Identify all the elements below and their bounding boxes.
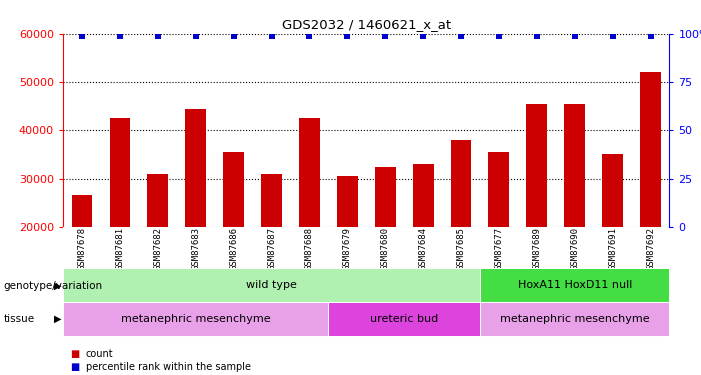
Text: tissue: tissue: [4, 314, 34, 324]
Text: ■: ■: [70, 362, 79, 372]
Text: metanephric mesenchyme: metanephric mesenchyme: [500, 314, 650, 324]
Bar: [602, 154, 623, 227]
Bar: [261, 174, 282, 227]
Bar: [480, 268, 669, 302]
Bar: [299, 118, 320, 227]
Bar: [72, 195, 93, 227]
Text: ureteric bud: ureteric bud: [370, 314, 438, 324]
Bar: [451, 140, 472, 227]
Text: GSM87689: GSM87689: [532, 227, 541, 270]
Text: HoxA11 HoxD11 null: HoxA11 HoxD11 null: [517, 280, 632, 290]
Text: genotype/variation: genotype/variation: [4, 281, 102, 291]
Bar: [489, 152, 510, 227]
Text: GSM87684: GSM87684: [418, 227, 428, 270]
Bar: [185, 109, 206, 227]
Bar: [480, 302, 669, 336]
Bar: [63, 268, 480, 302]
Bar: [109, 118, 130, 227]
Text: GSM87691: GSM87691: [608, 227, 617, 270]
Text: GSM87686: GSM87686: [229, 227, 238, 270]
Text: GSM87679: GSM87679: [343, 227, 352, 270]
Text: GSM87685: GSM87685: [456, 227, 465, 270]
Bar: [328, 302, 480, 336]
Text: GSM87677: GSM87677: [494, 227, 503, 270]
Text: GSM87683: GSM87683: [191, 227, 200, 270]
Text: GSM87680: GSM87680: [381, 227, 390, 270]
Bar: [337, 176, 358, 227]
Bar: [375, 166, 395, 227]
Text: GSM87682: GSM87682: [154, 227, 163, 270]
Bar: [564, 104, 585, 227]
Bar: [413, 164, 433, 227]
Text: wild type: wild type: [246, 280, 297, 290]
Bar: [147, 174, 168, 227]
Text: ▶: ▶: [54, 314, 62, 324]
Bar: [526, 104, 547, 227]
Text: metanephric mesenchyme: metanephric mesenchyme: [121, 314, 271, 324]
Text: count: count: [86, 350, 113, 359]
Text: GSM87678: GSM87678: [78, 227, 86, 270]
Text: GSM87692: GSM87692: [646, 227, 655, 270]
Bar: [640, 72, 661, 227]
Text: percentile rank within the sample: percentile rank within the sample: [86, 362, 250, 372]
Text: GSM87690: GSM87690: [570, 227, 579, 270]
Title: GDS2032 / 1460621_x_at: GDS2032 / 1460621_x_at: [282, 18, 451, 31]
Text: GSM87687: GSM87687: [267, 227, 276, 270]
Bar: [63, 302, 328, 336]
Text: ■: ■: [70, 350, 79, 359]
Text: GSM87688: GSM87688: [305, 227, 314, 270]
Text: ▶: ▶: [54, 281, 62, 291]
Bar: [223, 152, 244, 227]
Text: GSM87681: GSM87681: [116, 227, 125, 270]
